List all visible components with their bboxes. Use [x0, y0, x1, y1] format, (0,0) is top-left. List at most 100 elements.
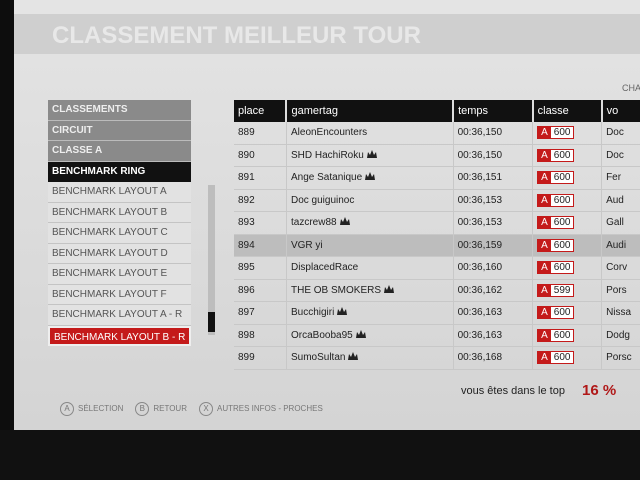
menu-layout[interactable]: BENCHMARK LAYOUT C: [48, 223, 191, 244]
car: Dodg: [601, 324, 640, 347]
rank-text: vous êtes dans le top: [461, 385, 565, 397]
bezel: [0, 430, 640, 480]
car: Audi: [601, 234, 640, 257]
menu-filter[interactable]: CLASSE A: [48, 141, 191, 162]
class-cell: A 600: [532, 122, 603, 145]
button-key: B: [135, 402, 150, 416]
class-badge: A 599: [537, 283, 575, 297]
button-label: AUTRES INFOS - PROCHES: [216, 404, 323, 413]
title: CLASSEMENT MEILLEUR TOUR: [52, 22, 421, 49]
leaderboard-row[interactable]: 894 VGR yi 00:36,159 A 600 Audi: [234, 234, 640, 257]
class-cell: A 600: [532, 144, 603, 167]
class-badge: A 600: [537, 351, 575, 365]
time: 00:36,160: [453, 256, 534, 280]
time: 00:36,153: [453, 189, 534, 212]
class-letter: A: [538, 127, 551, 139]
menu-track[interactable]: BENCHMARK RING: [48, 161, 191, 182]
menu-layout[interactable]: BENCHMARK LAYOUT F: [48, 284, 191, 305]
menu-layout[interactable]: BENCHMARK LAYOUT A: [48, 182, 191, 203]
car: Corv: [601, 256, 640, 280]
button-bar: A SÉLECTION B RETOUR X AUTRES INFOS - PROCHES: [60, 402, 323, 416]
class-cell: A 599: [532, 279, 603, 302]
menu-filter[interactable]: CIRCUIT: [48, 120, 191, 141]
car: Aud: [601, 189, 640, 212]
time: 00:36,151: [453, 166, 534, 190]
class-badge: A 600: [537, 126, 575, 140]
crown-icon: [337, 307, 348, 316]
menu-layout[interactable]: BENCHMARK LAYOUT E: [48, 264, 191, 285]
crown-icon: [366, 149, 377, 158]
gamertag-text: SHD HachiRoku: [290, 149, 364, 161]
class-number: 600: [553, 307, 571, 319]
class-number: 600: [553, 329, 571, 341]
car: Doc: [601, 144, 640, 167]
leaderboard-row[interactable]: 895 DisplacedRace 00:36,160 A 600 Corv: [234, 256, 640, 280]
class-cell: A 600: [532, 301, 603, 325]
button-hint[interactable]: X AUTRES INFOS - PROCHES: [198, 402, 323, 416]
menu-layout[interactable]: BENCHMARK LAYOUT B: [48, 202, 191, 223]
leaderboard-row[interactable]: 896 THE OB SMOKERS 00:36,162 A 599 Pors: [234, 279, 640, 302]
time: 00:36,162: [453, 279, 534, 302]
menu-layout[interactable]: BENCHMARK LAYOUT A - R: [48, 305, 191, 326]
leaderboard-row[interactable]: 898 OrcaBooba95 00:36,163 A 600 Dodg: [234, 324, 640, 347]
car: Fer: [601, 166, 640, 190]
class-letter: A: [538, 307, 551, 319]
gamertag-text: tazcrew88: [290, 217, 337, 229]
menu-filter[interactable]: CLASSEMENTS: [48, 100, 191, 121]
place: 891: [234, 166, 287, 190]
leaderboard-row[interactable]: 891 Ange Satanique 00:36,151 A 600 Fer: [234, 166, 640, 190]
leaderboard-row[interactable]: 889 AleonEncounters 00:36,150 A 600 Doc: [234, 122, 640, 145]
menu-layout-selected[interactable]: BENCHMARK LAYOUT B - R: [48, 325, 191, 346]
gamertag: Ange Satanique: [286, 166, 454, 190]
leaderboard-row[interactable]: 890 SHD HachiRoku 00:36,150 A 600 Doc: [234, 144, 640, 167]
button-hint[interactable]: A SÉLECTION: [60, 402, 123, 416]
time: 00:36,150: [453, 122, 534, 145]
car: Gall: [601, 211, 640, 235]
screen: CLASSEMENT MEILLEUR TOUR CHA CLASSEMENTS…: [14, 0, 640, 430]
place: 897: [234, 301, 287, 325]
gamertag: tazcrew88: [286, 211, 454, 235]
class-cell: A 600: [532, 346, 603, 370]
menu-layout[interactable]: BENCHMARK LAYOUT D: [48, 243, 191, 264]
class-badge: A 600: [537, 193, 575, 207]
place: 893: [234, 211, 287, 235]
gamertag-text: DisplacedRace: [290, 262, 359, 274]
class-number: 600: [553, 262, 571, 274]
leaderboard: place gamertag temps classe vo 889 AleonEncoun…: [234, 100, 640, 370]
class-letter: A: [538, 262, 551, 274]
column-header: gamertag: [286, 100, 455, 122]
class-cell: A 600: [532, 189, 603, 212]
button-hint[interactable]: B RETOUR: [135, 402, 187, 416]
gamertag: VGR yi: [286, 234, 454, 257]
scroll-thumb: [208, 312, 215, 332]
class-cell: A 600: [532, 211, 603, 235]
class-cell: A 600: [532, 234, 603, 257]
crown-icon: [339, 217, 350, 226]
gamertag-text: Ange Satanique: [290, 172, 363, 184]
leaderboard-row[interactable]: 897 Bucchigiri 00:36,163 A 600 Nissa: [234, 301, 640, 325]
class-number: 600: [553, 239, 571, 251]
gamertag: DisplacedRace: [286, 256, 454, 280]
column-header: temps: [453, 100, 534, 122]
class-letter: A: [538, 284, 551, 296]
button-label: RETOUR: [153, 404, 187, 413]
class-number: 600: [553, 149, 571, 161]
button-label: SÉLECTION: [78, 404, 124, 413]
leaderboard-row[interactable]: 892 Doc guiguinoc 00:36,153 A 600 Aud: [234, 189, 640, 212]
leaderboard-row[interactable]: 893 tazcrew88 00:36,153 A 600 Gall: [234, 211, 640, 235]
car: Nissa: [601, 301, 640, 325]
class-number: 600: [553, 194, 571, 206]
gamertag-text: VGR yi: [290, 239, 323, 251]
place: 894: [234, 234, 287, 257]
column-header: place: [234, 100, 288, 122]
place: 895: [234, 256, 287, 280]
crown-icon: [365, 172, 376, 181]
time: 00:36,168: [453, 346, 534, 370]
class-letter: A: [538, 239, 551, 251]
time: 00:36,163: [453, 301, 534, 325]
leaderboard-row[interactable]: 899 SumoSultan 00:36,168 A 600 Porsc: [234, 346, 640, 370]
class-badge: A 600: [537, 261, 575, 275]
gamertag: SumoSultan: [286, 346, 454, 370]
class-badge: A 600: [537, 238, 575, 252]
